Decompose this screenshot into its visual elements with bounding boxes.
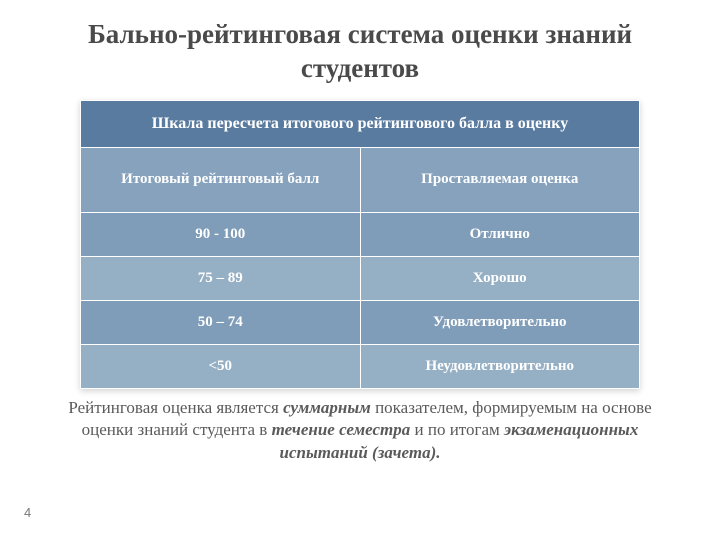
body-paragraph: Рейтинговая оценка является суммарным по… [60, 397, 660, 466]
page-title: Бально-рейтинговая система оценки знаний… [40, 18, 680, 86]
body-text-part: и по итогам [410, 420, 504, 439]
cell-score: 90 - 100 [81, 212, 361, 256]
cell-grade: Хорошо [360, 256, 640, 300]
grade-table: Шкала пересчета итогового рейтингового б… [80, 100, 640, 389]
body-text-emph: течение семестра [272, 420, 411, 439]
table-row: 75 – 89 Хорошо [81, 256, 640, 300]
table-caption: Шкала пересчета итогового рейтингового б… [81, 100, 640, 147]
cell-grade: Удовлетворительно [360, 300, 640, 344]
cell-score: 75 – 89 [81, 256, 361, 300]
cell-score: <50 [81, 344, 361, 388]
col-header-score: Итоговый рейтинговый балл [81, 147, 361, 212]
body-text-part: Рейтинговая оценка является [68, 398, 283, 417]
body-text-emph: суммарным [283, 398, 371, 417]
col-header-grade: Проставляемая оценка [360, 147, 640, 212]
table-caption-row: Шкала пересчета итогового рейтингового б… [81, 100, 640, 147]
table-row: <50 Неудовлетворительно [81, 344, 640, 388]
cell-grade: Отлично [360, 212, 640, 256]
cell-grade: Неудовлетворительно [360, 344, 640, 388]
cell-score: 50 – 74 [81, 300, 361, 344]
grade-table-wrap: Шкала пересчета итогового рейтингового б… [80, 100, 640, 389]
table-header-row: Итоговый рейтинговый балл Проставляемая … [81, 147, 640, 212]
table-row: 50 – 74 Удовлетворительно [81, 300, 640, 344]
table-row: 90 - 100 Отлично [81, 212, 640, 256]
page-number: 4 [24, 505, 31, 520]
slide: Бально-рейтинговая система оценки знаний… [0, 0, 720, 540]
